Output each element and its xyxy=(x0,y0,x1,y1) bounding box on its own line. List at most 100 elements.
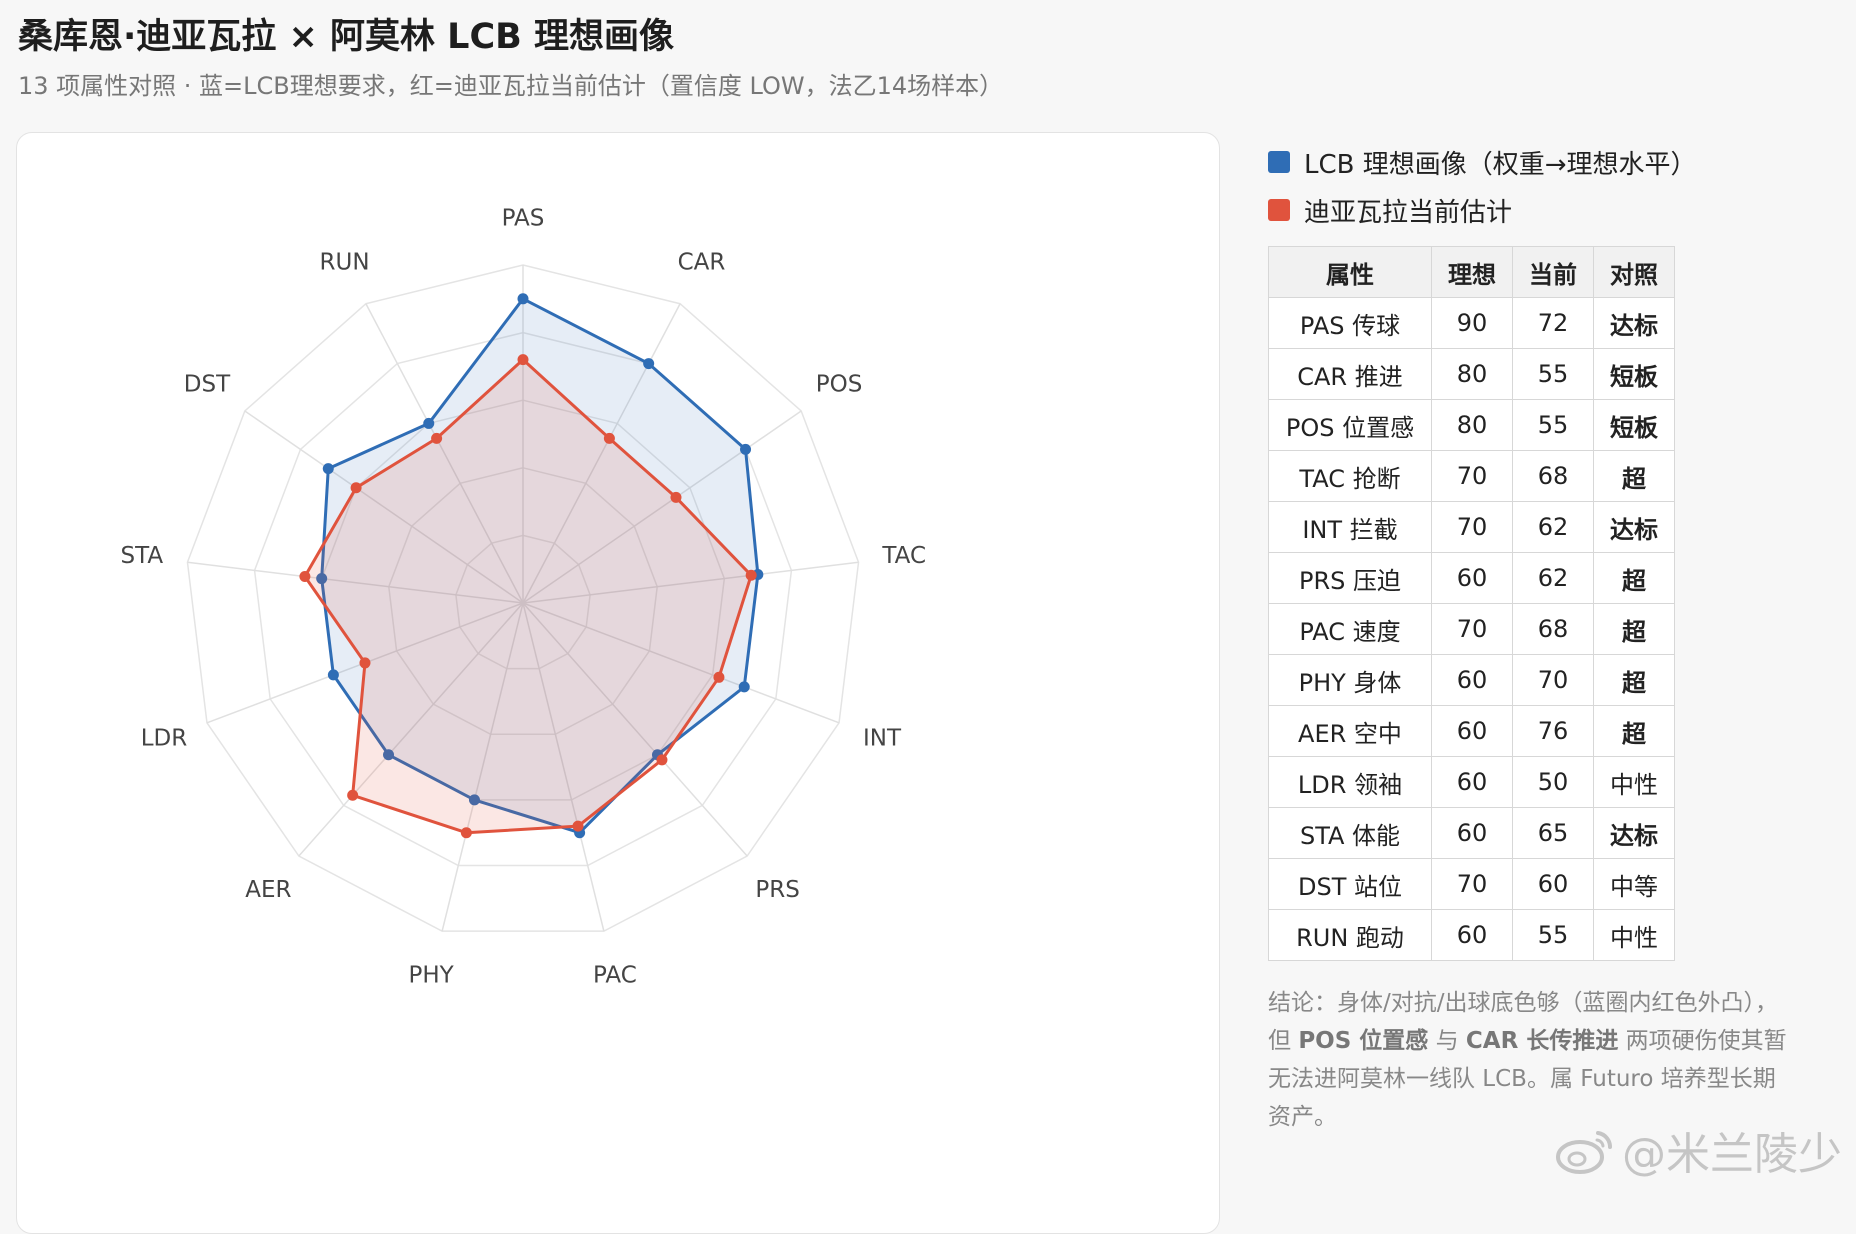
grid-spoke xyxy=(522,602,840,724)
cell-status: 达标 xyxy=(1593,501,1675,553)
cell-current: 60 xyxy=(1512,858,1594,910)
cell-status: 达标 xyxy=(1593,807,1675,859)
cell-status: 达标 xyxy=(1593,297,1675,349)
table-row: PAS 传球 90 72 达标 xyxy=(1268,297,1675,349)
data-point-dst xyxy=(322,463,334,475)
cell-attr: PRS 压迫 xyxy=(1268,552,1432,604)
data-point-phy xyxy=(460,827,472,839)
header-ideal: 理想 xyxy=(1431,246,1513,298)
data-point-run xyxy=(423,417,435,429)
grid-spoke xyxy=(522,303,681,604)
cell-ideal: 70 xyxy=(1431,501,1513,553)
table-row: RUN 跑动 60 55 中性 xyxy=(1268,909,1675,961)
cell-ideal: 90 xyxy=(1431,297,1513,349)
cell-attr: PAC 速度 xyxy=(1268,603,1432,655)
cell-attr: INT 拦截 xyxy=(1268,501,1432,553)
weibo-icon xyxy=(1556,1131,1613,1174)
conclusion-bold-car: CAR 长传推进 xyxy=(1465,1028,1619,1054)
conclusion-part3: 两项硬伤使其暂无法进阿莫林一线队 LCB。属 Futuro 培养型长期资产。 xyxy=(1268,1028,1787,1130)
cell-ideal: 60 xyxy=(1431,756,1513,808)
table-row: PAC 速度 70 68 超 xyxy=(1268,603,1675,655)
data-point-pas xyxy=(517,293,529,305)
cell-current: 76 xyxy=(1512,705,1594,757)
data-point-sta xyxy=(316,573,328,585)
cell-status: 超 xyxy=(1593,705,1675,757)
grid-spoke xyxy=(187,561,524,604)
axis-label-pos: POS xyxy=(816,371,863,397)
series-line-current xyxy=(303,358,753,835)
conclusion-bold-pos: POS 位置感 xyxy=(1298,1028,1429,1054)
grid-spoke xyxy=(365,303,524,604)
cell-status: 超 xyxy=(1593,450,1675,502)
data-point-phy xyxy=(468,794,480,806)
data-point-aer xyxy=(347,789,359,801)
header-current: 当前 xyxy=(1512,246,1594,298)
cell-attr: DST 站位 xyxy=(1268,858,1432,910)
axis-label-dst: DST xyxy=(184,371,231,397)
axis-label-pac: PAC xyxy=(593,962,637,988)
conclusion-part1: 结论：身体/对抗/出球底色够（蓝圈内红色外凸），但 xyxy=(1268,990,1778,1054)
data-point-pos xyxy=(670,491,682,503)
legend-swatch-current xyxy=(1268,199,1290,221)
data-point-run xyxy=(431,432,443,444)
cell-attr: PHY 身体 xyxy=(1268,654,1432,706)
data-point-pac xyxy=(572,820,584,832)
grid-spoke xyxy=(522,561,859,604)
grid-spoke xyxy=(522,410,802,604)
table-row: STA 体能 60 65 达标 xyxy=(1268,807,1675,859)
table-row: AER 空中 60 76 超 xyxy=(1268,705,1675,757)
table-row: PRS 压迫 60 62 超 xyxy=(1268,552,1675,604)
radar-chart-card: PAS CAR POS TAC INT PRS PAC PHY AER LDR STA DST RUN xyxy=(16,132,1220,1234)
grid-ring xyxy=(253,331,793,867)
axis-label-pas: PAS xyxy=(502,206,545,232)
header-status: 对照 xyxy=(1593,246,1675,298)
cell-current: 62 xyxy=(1512,552,1594,604)
axis-label-sta: STA xyxy=(120,543,163,569)
axis-label-aer: AER xyxy=(245,877,291,903)
cell-current: 70 xyxy=(1512,654,1594,706)
table-row: LDR 领袖 60 50 中性 xyxy=(1268,756,1675,808)
table-row: CAR 推进 80 55 短板 xyxy=(1268,348,1675,400)
grid-ring xyxy=(388,467,658,736)
grid-spoke xyxy=(522,602,748,857)
cell-current: 55 xyxy=(1512,909,1594,961)
table-row: POS 位置感 80 55 短板 xyxy=(1268,399,1675,451)
grid-spoke xyxy=(298,602,524,857)
legend-item-ideal: LCB 理想画像（权重→理想水平） xyxy=(1268,138,1697,186)
cell-current: 55 xyxy=(1512,399,1594,451)
data-point-prs xyxy=(656,754,668,766)
conclusion-part2: 与 xyxy=(1428,1028,1466,1054)
legend-swatch-ideal xyxy=(1268,151,1290,173)
cell-current: 62 xyxy=(1512,501,1594,553)
cell-current: 72 xyxy=(1512,297,1594,349)
axis-label-run: RUN xyxy=(320,249,370,275)
cell-attr: TAC 抢断 xyxy=(1268,450,1432,502)
cell-status: 短板 xyxy=(1593,348,1675,400)
axis-label-car: CAR xyxy=(678,249,726,275)
attribute-table: 属性 理想 当前 对照 PAS 传球 90 72 达标 CAR 推进 80 55 短板 POS … xyxy=(1268,246,1675,961)
cell-ideal: 60 xyxy=(1431,807,1513,859)
grid-ring xyxy=(455,534,591,670)
cell-status: 中性 xyxy=(1593,756,1675,808)
data-point-car xyxy=(603,432,615,444)
cell-ideal: 70 xyxy=(1431,858,1513,910)
data-point-car xyxy=(643,358,655,370)
cell-ideal: 60 xyxy=(1431,705,1513,757)
grid-ring xyxy=(186,264,860,932)
axis-label-tac: TAC xyxy=(881,543,926,569)
table-row: DST 站位 70 60 中等 xyxy=(1268,858,1675,910)
cell-attr: CAR 推进 xyxy=(1268,348,1432,400)
data-point-ldr xyxy=(359,657,371,669)
cell-status: 超 xyxy=(1593,654,1675,706)
cell-attr: LDR 领袖 xyxy=(1268,756,1432,808)
data-point-pos xyxy=(740,443,752,455)
cell-ideal: 60 xyxy=(1431,654,1513,706)
cell-attr: POS 位置感 xyxy=(1268,399,1432,451)
watermark: @米兰陵少 xyxy=(1554,1118,1842,1182)
page-subtitle: 13 项属性对照 · 蓝=LCB理想要求，红=迪亚瓦拉当前估计（置信度 LOW，… xyxy=(18,72,1004,100)
cell-current: 68 xyxy=(1512,450,1594,502)
cell-status: 超 xyxy=(1593,552,1675,604)
data-point-sta xyxy=(299,571,311,583)
radar-chart: PAS CAR POS TAC INT PRS PAC PHY AER LDR STA DST RUN xyxy=(120,206,926,989)
chart-legend: LCB 理想画像（权重→理想水平） 迪亚瓦拉当前估计 xyxy=(1268,138,1697,234)
